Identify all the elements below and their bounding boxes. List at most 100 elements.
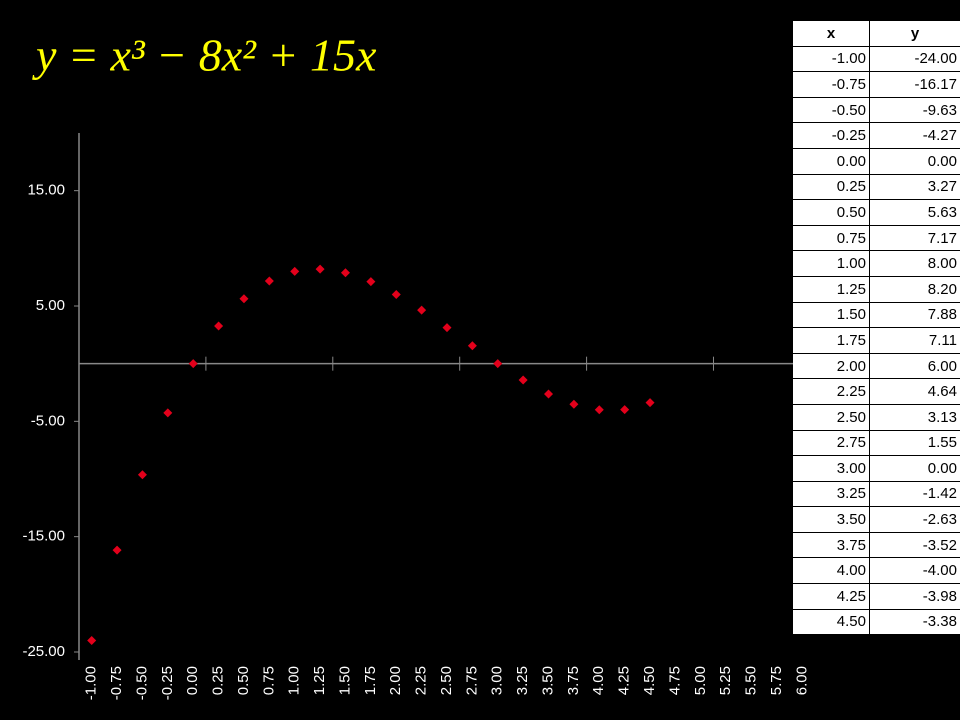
- table-cell: -4.00: [869, 557, 960, 584]
- marker: [188, 359, 198, 369]
- table-cell: 5.63: [869, 199, 960, 226]
- table-cell: -0.75: [793, 71, 870, 98]
- table-row: 1.25 8.20: [793, 275, 960, 303]
- table-cell: -3.52: [869, 531, 960, 558]
- marker: [239, 294, 249, 304]
- x-tick-label: 1.75: [362, 666, 379, 695]
- table-cell: 6.00: [869, 352, 960, 379]
- x-tick-label: 1.50: [336, 666, 353, 695]
- table-cell: -3.38: [869, 608, 960, 635]
- table-row: -0.50 -9.63: [793, 96, 960, 123]
- table-row: 0.50 5.63: [793, 199, 960, 226]
- marker: [594, 405, 604, 415]
- table-cell: 4.64: [869, 378, 960, 405]
- table-row: 4.00 -4.00: [793, 557, 960, 584]
- table-row: 2.00 6.00: [793, 352, 960, 379]
- x-tick-label: 3.75: [565, 666, 582, 695]
- table-cell: -2.63: [869, 506, 960, 533]
- table-cell: 2.50: [793, 403, 870, 430]
- table-cell: 8.00: [869, 250, 960, 277]
- table-row: 0.00 0.00: [793, 147, 960, 175]
- table-cell: 0.50: [793, 199, 870, 226]
- table-cell: 1.25: [793, 275, 870, 303]
- x-tick-label: 2.00: [387, 666, 404, 695]
- table-cell: 4.00: [793, 557, 870, 584]
- x-tick-label: 0.75: [260, 666, 277, 695]
- x-tick-label: -0.75: [108, 666, 125, 700]
- x-tick-label: 0.50: [235, 666, 252, 695]
- table-cell: 7.11: [869, 327, 960, 354]
- table-cell: 2.25: [793, 378, 870, 405]
- x-tick-label: 4.75: [666, 666, 683, 695]
- marker: [518, 375, 528, 385]
- marker: [417, 305, 427, 315]
- marker: [137, 470, 147, 480]
- marker: [112, 545, 122, 555]
- table-row: 0.25 3.27: [793, 173, 960, 200]
- x-tick-label: 3.50: [539, 666, 556, 695]
- x-tick-label: 0.00: [184, 666, 201, 695]
- table-cell: -24.00: [869, 45, 960, 72]
- table-row: 1.50 7.88: [793, 301, 960, 328]
- marker: [366, 277, 376, 287]
- x-tick-label: 3.25: [514, 666, 531, 695]
- table-cell: 0.25: [793, 173, 870, 200]
- table-cell: -0.50: [793, 96, 870, 123]
- table-row: 2.75 1.55: [793, 429, 960, 456]
- data-table: x y -1.00 -24.00 -0.75 -16.17 -0.50 -9.63 -0.25-…: [793, 20, 960, 635]
- marker: [87, 635, 97, 645]
- marker: [290, 266, 300, 276]
- table-cell: -1.00: [793, 45, 870, 72]
- table-row: 2.25 4.64: [793, 378, 960, 405]
- table-row: 3.00 0.00: [793, 455, 960, 482]
- table-cell: 1.75: [793, 327, 870, 354]
- table-cell: 3.75: [793, 531, 870, 558]
- x-tick-label: 0.25: [210, 666, 227, 695]
- x-tick-label: -0.50: [133, 666, 150, 700]
- table-cell: 1.50: [793, 301, 870, 328]
- table-row: 1.00 8.00: [793, 250, 960, 277]
- table-cell: 7.88: [869, 301, 960, 328]
- table-cell: 3.25: [793, 480, 870, 507]
- table-row: 4.50 -3.38: [793, 608, 960, 635]
- x-tick-label: 4.50: [641, 666, 658, 695]
- table-cell: -16.17: [869, 71, 960, 98]
- column-header: y: [869, 20, 960, 47]
- x-tick-label: 2.50: [438, 666, 455, 695]
- table-cell: -3.98: [869, 583, 960, 610]
- x-tick-label: -1.00: [83, 666, 100, 700]
- table-cell: -0.25: [793, 122, 870, 149]
- table-cell: 4.50: [793, 608, 870, 635]
- marker: [493, 359, 503, 369]
- x-tick-label: 1.00: [286, 666, 303, 695]
- table-cell: 0.00: [793, 147, 870, 175]
- x-tick-label: 5.00: [692, 666, 709, 695]
- marker: [264, 276, 274, 286]
- table-cell: 2.00: [793, 352, 870, 379]
- table-cell: 3.50: [793, 506, 870, 533]
- table-cell: 0.00: [869, 455, 960, 482]
- table-cell: 1.55: [869, 429, 960, 456]
- y-tick-label: 5.00: [36, 297, 65, 314]
- x-tick-label: 2.75: [463, 666, 480, 695]
- x-tick-label: 2.25: [413, 666, 430, 695]
- equation-title: y = x³ − 8x² + 15x: [32, 30, 377, 81]
- y-tick-label: -5.00: [31, 412, 65, 429]
- table-cell: 3.13: [869, 403, 960, 430]
- table-row: 4.25 -3.98: [793, 583, 960, 610]
- marker: [214, 321, 224, 331]
- table-row: -1.00 -24.00: [793, 45, 960, 72]
- x-tick-label: 4.25: [616, 666, 633, 695]
- x-tick-label: 5.25: [717, 666, 734, 695]
- marker: [163, 408, 173, 418]
- marker: [391, 289, 401, 299]
- table-cell: 0.00: [869, 147, 960, 175]
- table-cell: 2.75: [793, 429, 870, 456]
- x-tick-label: 6.00: [793, 666, 810, 695]
- table-row: 3.25 -1.42: [793, 480, 960, 507]
- table-row: -0.25 -4.27: [793, 122, 960, 149]
- marker: [620, 405, 630, 415]
- table-cell: -1.42: [869, 480, 960, 507]
